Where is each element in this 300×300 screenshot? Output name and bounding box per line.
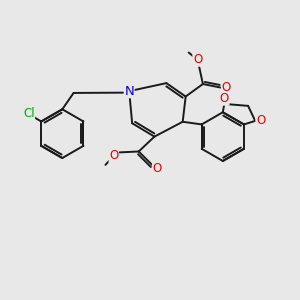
Text: O: O (221, 81, 231, 94)
Text: O: O (193, 53, 202, 66)
Text: O: O (220, 92, 229, 105)
Text: O: O (152, 162, 162, 175)
Text: O: O (109, 149, 119, 162)
Text: Cl: Cl (23, 106, 34, 120)
Text: N: N (124, 85, 134, 98)
Text: O: O (256, 114, 265, 128)
